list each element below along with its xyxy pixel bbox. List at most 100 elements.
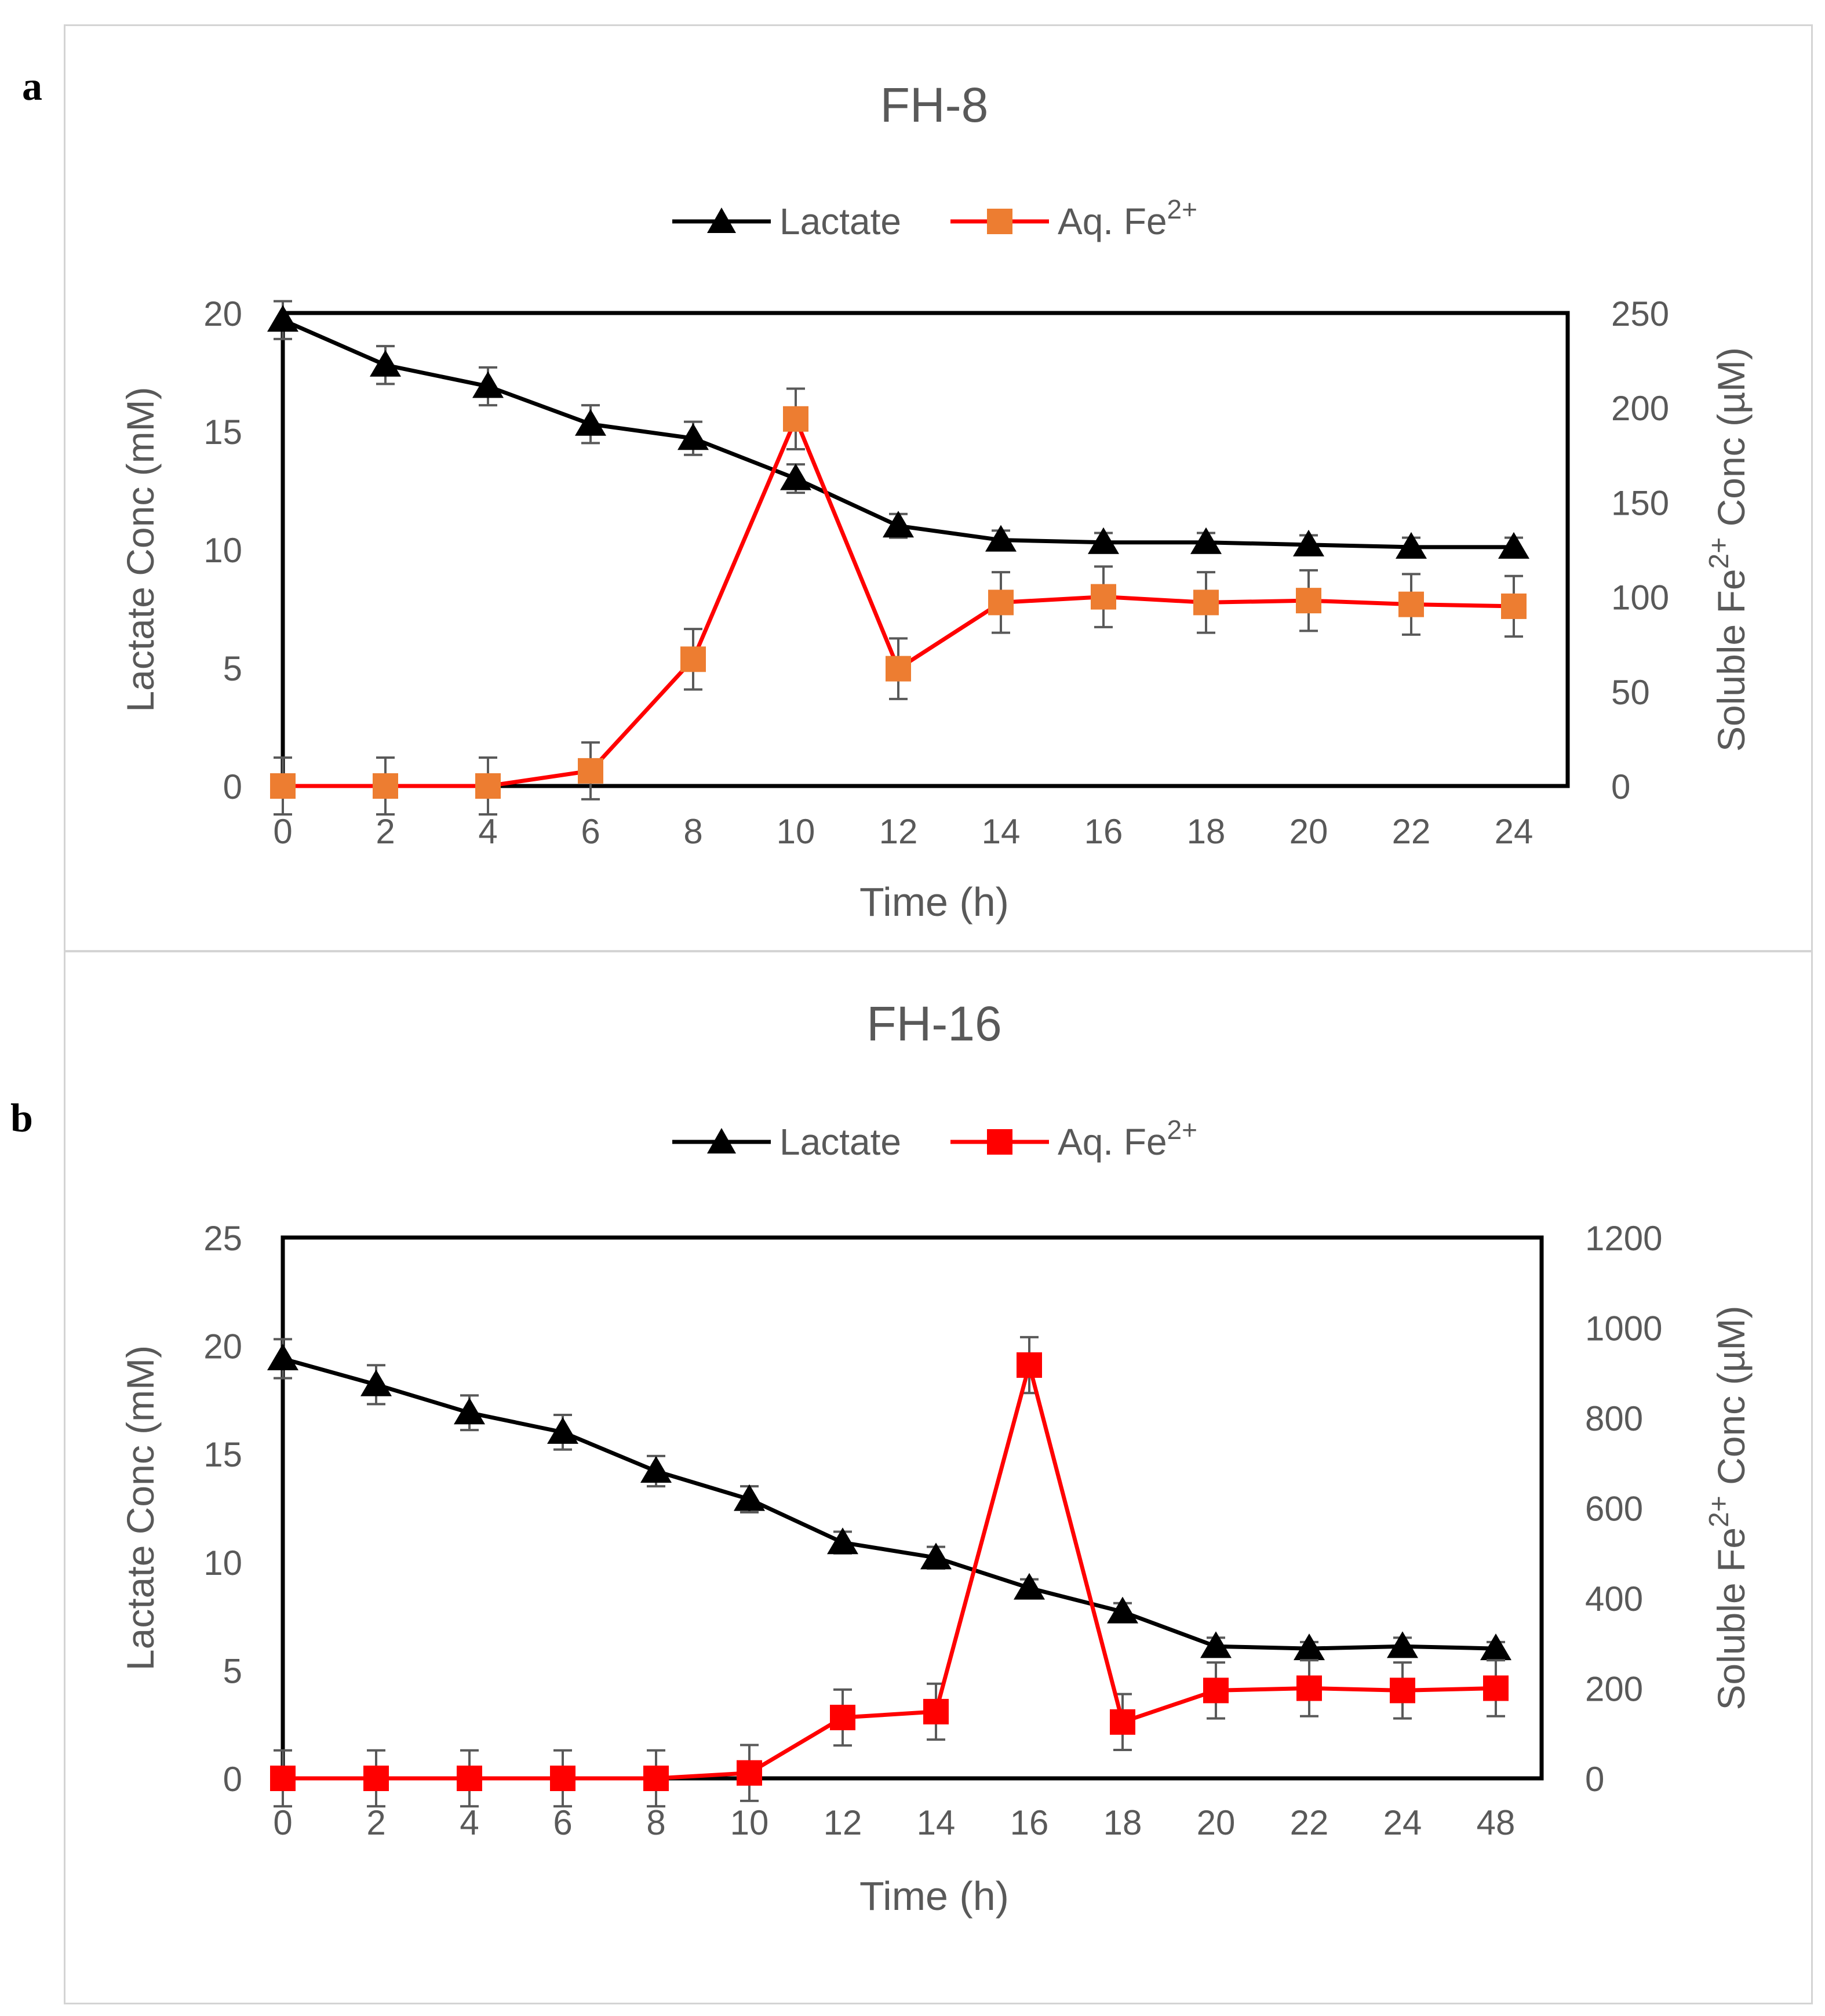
y-tick-label: 10 [203, 531, 242, 570]
x-tick-label: 48 [1477, 1803, 1516, 1842]
y2-tick-label: 200 [1611, 389, 1669, 428]
x-tick-label: 0 [273, 1803, 292, 1842]
x-tick-label: 0 [273, 812, 292, 851]
data-point-square [1296, 1675, 1322, 1701]
data-point-square [1483, 1675, 1509, 1701]
x-tick-label: 8 [683, 812, 702, 851]
y-tick-label: 20 [203, 1327, 242, 1366]
data-point-triangle [734, 1484, 765, 1511]
chart-title: FH-16 [866, 996, 1001, 1051]
x-tick-label: 20 [1289, 812, 1328, 851]
chart-title: FH-8 [880, 78, 989, 132]
series-lactate [267, 1338, 1511, 1661]
data-point-square [1017, 1352, 1042, 1378]
x-tick-label: 12 [879, 812, 918, 851]
data-point-triangle [1088, 527, 1119, 554]
data-point-square [923, 1698, 949, 1724]
legend-marker-triangle [707, 1128, 736, 1153]
data-point-square [680, 646, 706, 672]
data-point-triangle [780, 463, 811, 490]
data-point-square [643, 1766, 669, 1791]
data-point-triangle [985, 525, 1017, 552]
x-tick-label: 22 [1392, 812, 1431, 851]
x-tick-label: 10 [730, 1803, 769, 1842]
x-tick-label: 2 [376, 812, 395, 851]
y-tick-label: 0 [223, 1760, 242, 1799]
data-point-triangle [1396, 532, 1427, 559]
data-point-triangle [267, 305, 298, 332]
data-point-triangle [920, 1542, 952, 1570]
data-point-triangle [827, 1527, 858, 1555]
data-point-square [363, 1766, 389, 1791]
data-point-triangle [677, 423, 709, 450]
x-tick-label: 18 [1187, 812, 1226, 851]
data-point-triangle [1293, 529, 1324, 556]
y-tick-label: 25 [203, 1219, 242, 1258]
x-tick-label: 24 [1495, 812, 1533, 851]
series-line [283, 1363, 1496, 1781]
x-tick-label: 16 [1010, 1803, 1049, 1842]
data-point-square [1193, 589, 1219, 616]
data-point-triangle [1480, 1633, 1511, 1661]
x-axis-label: Time (h) [859, 879, 1009, 925]
x-tick-label: 6 [553, 1803, 572, 1842]
x-tick-label: 12 [824, 1803, 862, 1842]
legend-marker-triangle [707, 208, 736, 233]
data-point-square [475, 773, 501, 799]
data-point-square [457, 1766, 482, 1791]
y2-tick-label: 0 [1611, 767, 1630, 806]
data-point-triangle [1200, 1631, 1232, 1658]
data-point-square [550, 1766, 575, 1791]
data-point-square [578, 758, 603, 784]
legend-label-1: Aq. Fe2+ [1058, 1115, 1197, 1163]
legend-label-0: Lactate [779, 1121, 901, 1163]
y-axis-label: Lactate Conc (mM) [119, 387, 162, 712]
data-point-square [270, 1766, 296, 1791]
data-point-square [1390, 1677, 1415, 1704]
data-point-triangle [472, 371, 504, 398]
data-point-triangle [360, 1369, 392, 1396]
y2-tick-label: 200 [1585, 1670, 1643, 1709]
y-tick-label: 20 [203, 294, 242, 333]
x-tick-label: 14 [917, 1803, 956, 1842]
y2-tick-label: 600 [1585, 1490, 1643, 1529]
panel-a-frame [64, 24, 1813, 952]
series-aq-fe2- [270, 1335, 1509, 1808]
data-point-triangle [454, 1398, 485, 1425]
y2-tick-label: 400 [1585, 1580, 1643, 1618]
y-tick-label: 10 [203, 1544, 242, 1582]
plot-area-frame [281, 1235, 1544, 1781]
y2-tick-label: 1200 [1585, 1219, 1662, 1258]
data-point-square [737, 1760, 762, 1786]
legend-label-0: Lactate [779, 201, 901, 242]
y2-tick-label: 100 [1611, 578, 1669, 617]
data-point-triangle [547, 1417, 578, 1444]
x-tick-label: 8 [646, 1803, 665, 1842]
data-point-square [1091, 584, 1116, 610]
x-tick-label: 22 [1290, 1803, 1329, 1842]
y-tick-label: 15 [203, 413, 242, 452]
data-point-square [270, 773, 296, 799]
x-tick-label: 6 [581, 812, 600, 851]
series-line [282, 1356, 1496, 1651]
panel-b-frame [64, 951, 1813, 2004]
data-point-triangle [1190, 527, 1222, 554]
y2-tick-label: 1000 [1585, 1309, 1662, 1348]
y2-tick-label: 0 [1585, 1760, 1604, 1799]
legend-marker-square [987, 209, 1012, 234]
series-lactate [267, 300, 1529, 559]
legend: Lactate Aq. Fe2+ [672, 194, 1197, 242]
panel-letter-b: b [10, 1096, 33, 1141]
x-tick-label: 16 [1084, 812, 1123, 851]
x-tick-label: 4 [478, 812, 497, 851]
series-line [283, 417, 1514, 788]
data-point-square [373, 773, 398, 799]
x-tick-label: 14 [982, 812, 1021, 851]
data-point-square [830, 1705, 855, 1731]
data-point-triangle [370, 350, 401, 377]
y2-axis-label: Soluble Fe2+ Conc (µM) [1704, 347, 1753, 752]
y2-tick-label: 250 [1611, 294, 1669, 333]
x-tick-label: 24 [1383, 1803, 1422, 1842]
x-tick-label: 10 [777, 812, 815, 851]
